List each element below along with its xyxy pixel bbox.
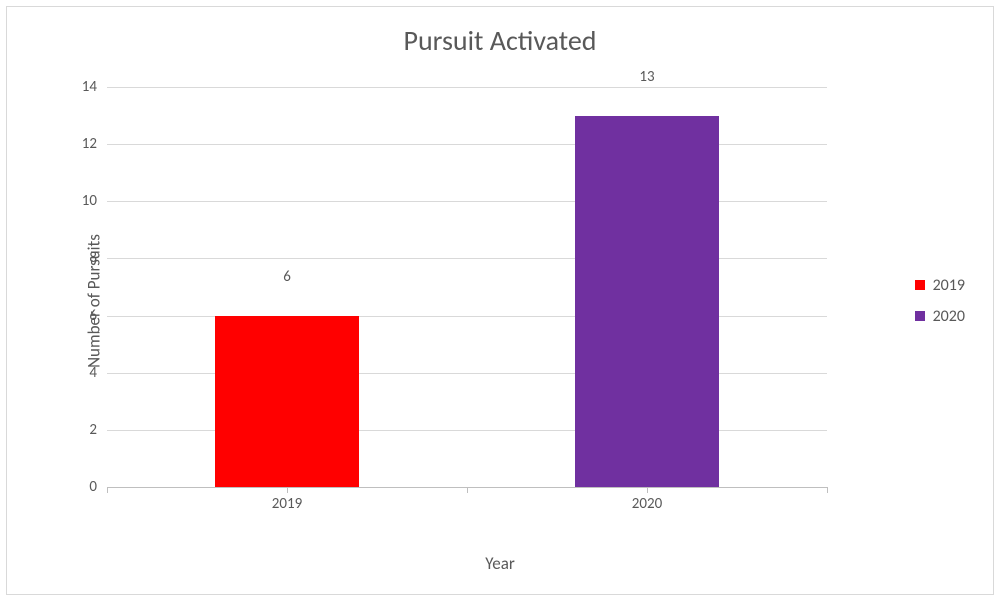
- x-tick-mark: [827, 487, 828, 493]
- legend-label: 2020: [933, 307, 965, 326]
- legend-label: 2019: [933, 276, 965, 295]
- legend-item: 2020: [915, 307, 965, 326]
- y-tick-label: 14: [82, 78, 107, 96]
- legend-item: 2019: [915, 276, 965, 295]
- plot-area: 0246810121420196202013: [107, 87, 827, 487]
- x-tick-label: 2019: [272, 487, 302, 513]
- data-label: 6: [283, 268, 291, 292]
- bar: [215, 316, 359, 487]
- x-tick-mark: [467, 487, 468, 493]
- grid-line: [107, 144, 827, 145]
- x-tick-label: 2020: [632, 487, 662, 513]
- x-axis-label: Year: [7, 553, 993, 574]
- y-tick-label: 10: [82, 192, 107, 210]
- y-tick-label: 12: [82, 135, 107, 153]
- grid-line: [107, 258, 827, 259]
- x-tick-mark: [107, 487, 108, 493]
- bar: [575, 116, 719, 487]
- chart-title: Pursuit Activated: [7, 23, 993, 58]
- data-label: 13: [639, 68, 654, 92]
- legend-swatch-2020: [915, 311, 925, 321]
- legend-swatch-2019: [915, 280, 925, 290]
- y-tick-label: 8: [89, 249, 107, 267]
- grid-line: [107, 87, 827, 88]
- y-tick-label: 6: [89, 307, 107, 325]
- y-tick-label: 0: [89, 478, 107, 496]
- y-tick-label: 2: [89, 421, 107, 439]
- grid-line: [107, 201, 827, 202]
- y-tick-label: 4: [89, 364, 107, 382]
- legend: 2019 2020: [915, 264, 965, 338]
- chart-container: Pursuit Activated Number of Pursuits 024…: [6, 6, 994, 595]
